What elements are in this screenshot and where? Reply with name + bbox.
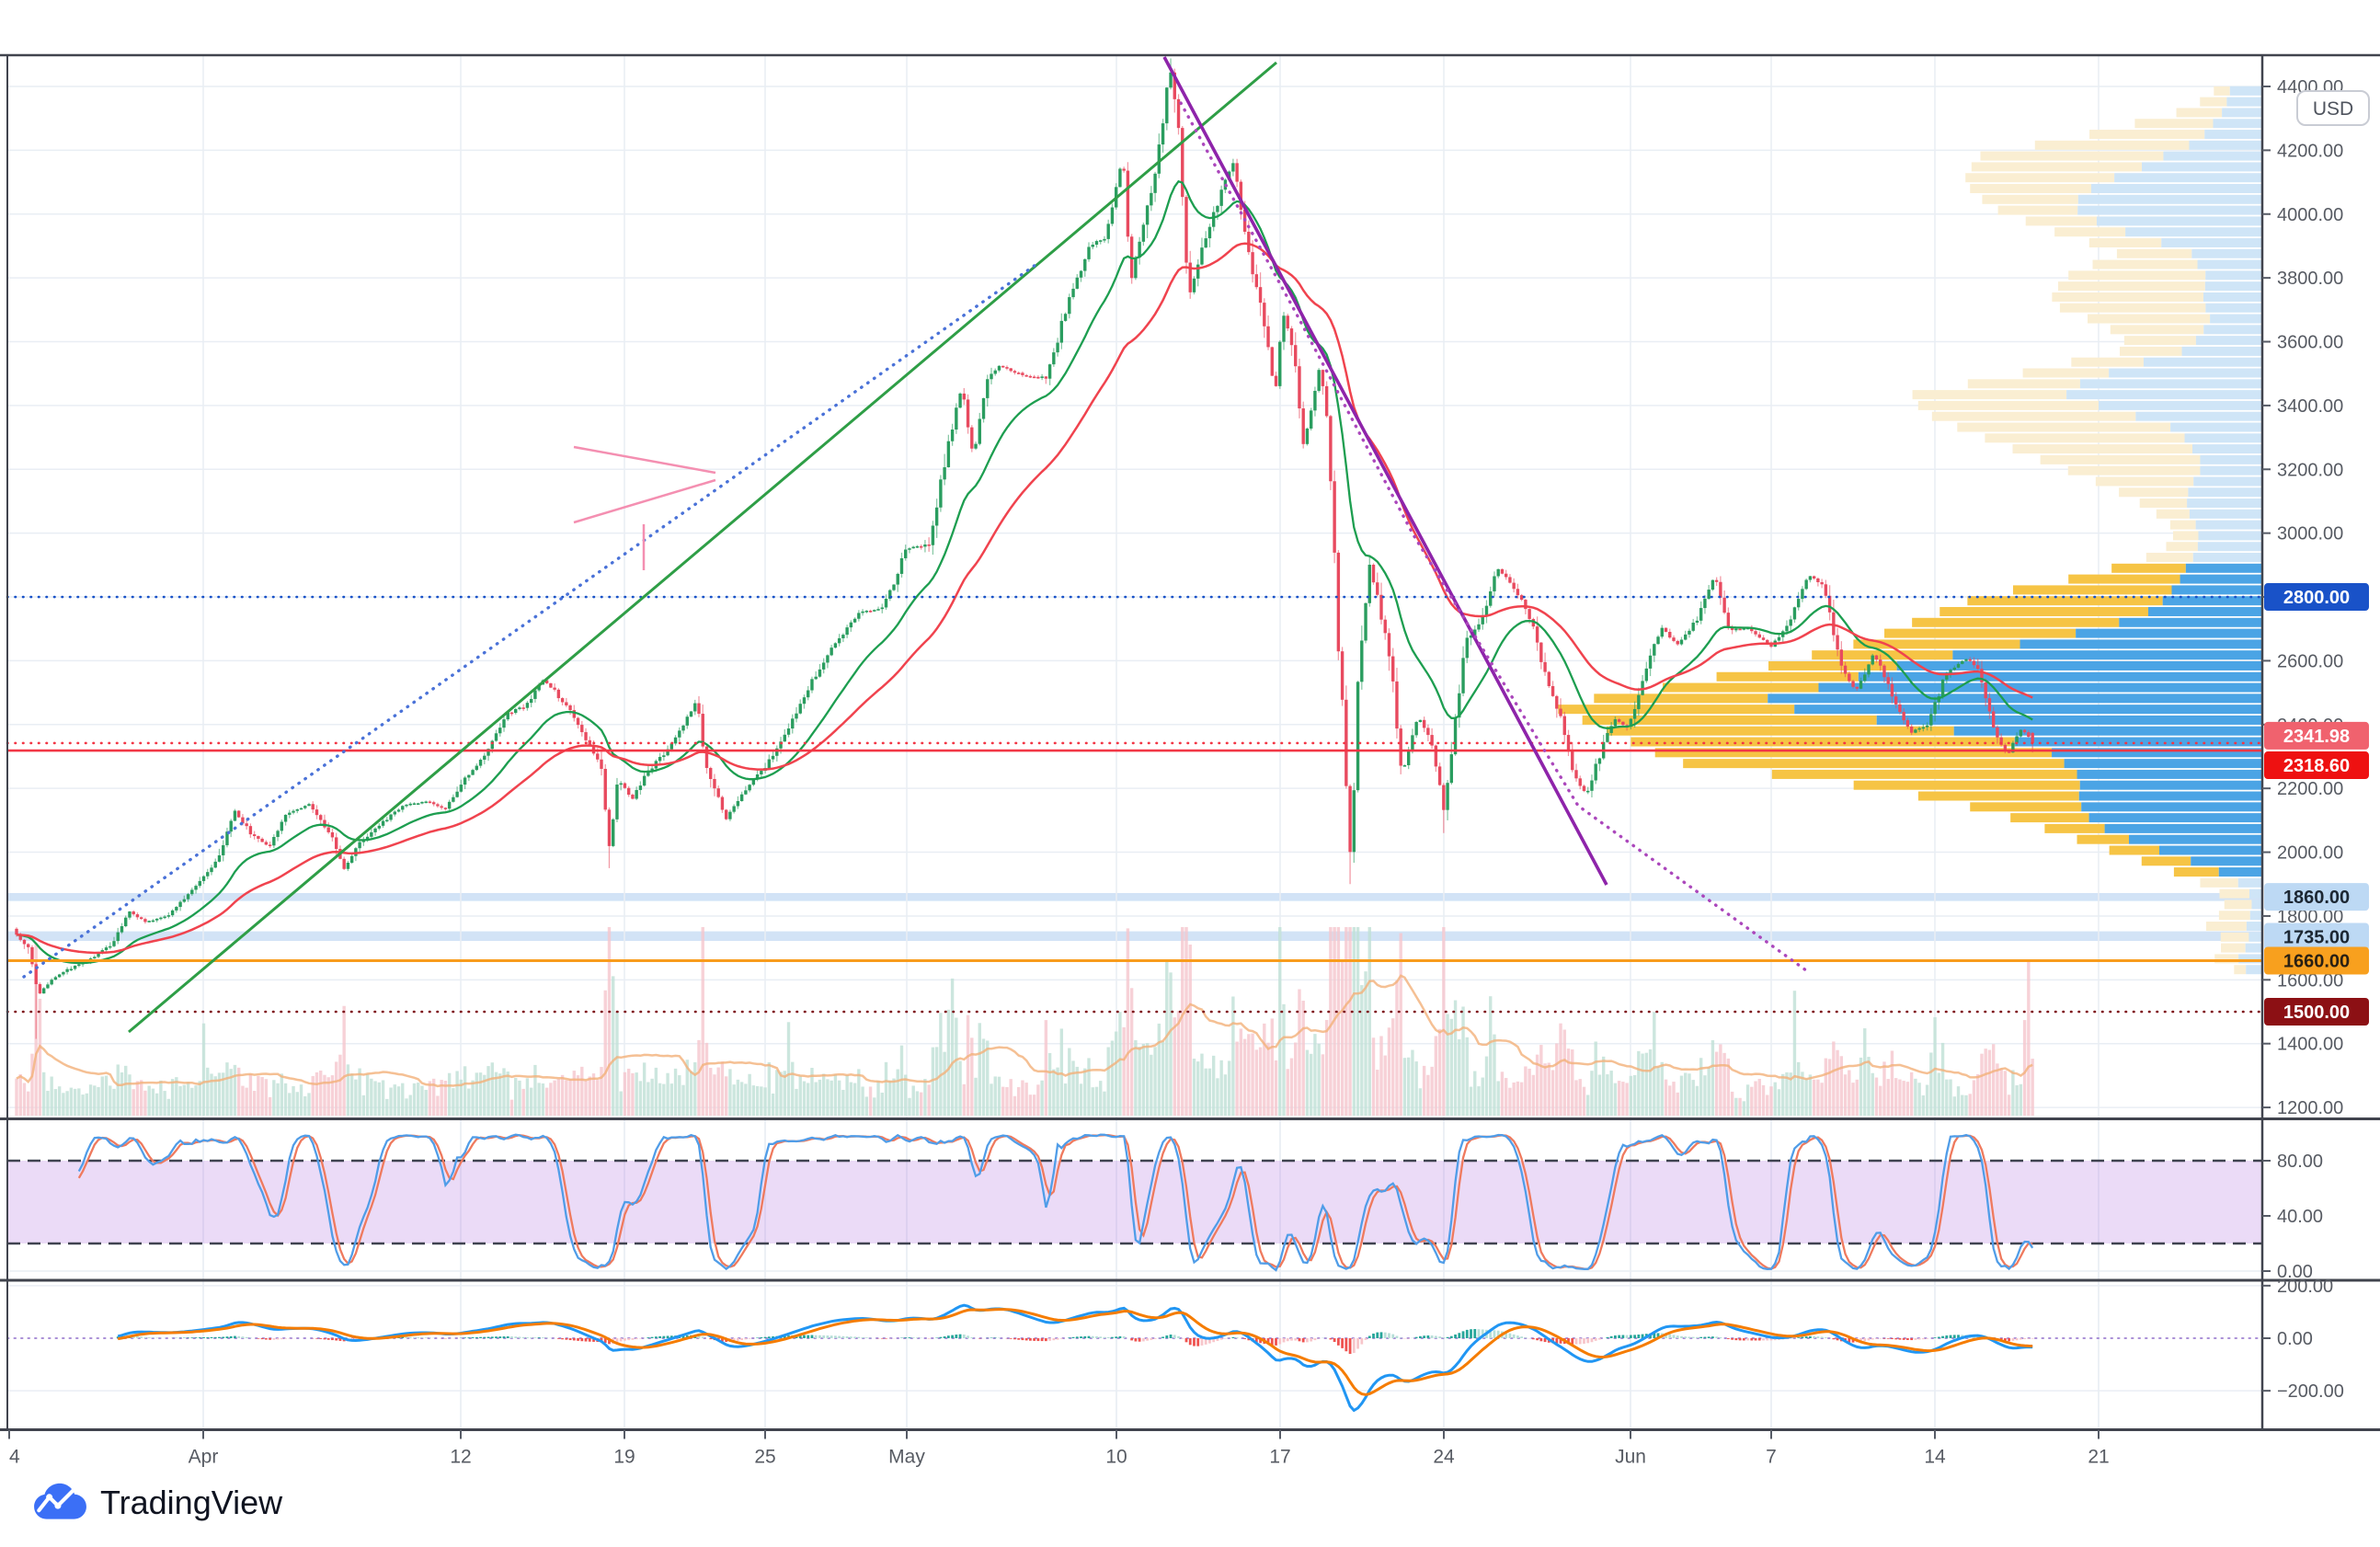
svg-text:0.00: 0.00	[2277, 1262, 2313, 1282]
price-tag-1660.00: 1660.00	[2264, 946, 2369, 975]
price-level-lines[interactable]	[6, 595, 2264, 1014]
svg-text:2000.00: 2000.00	[2277, 843, 2343, 864]
volume-bars	[15, 927, 2034, 1116]
svg-text:1500.00: 1500.00	[2283, 1003, 2350, 1023]
volume-ma-line	[16, 974, 2033, 1088]
price-tag-1500.00: 1500.00	[2264, 998, 2369, 1026]
svg-text:4000.00: 4000.00	[2277, 205, 2343, 225]
ema-fast-line	[16, 179, 2033, 965]
macd-signal-line	[117, 1308, 2033, 1396]
svg-text:17: 17	[1269, 1447, 1290, 1468]
macd-pan-area[interactable]	[7, 1283, 2262, 1428]
price-tag-1735.00: 1735.00	[2264, 922, 2369, 951]
svg-text:0.00: 0.00	[2277, 1329, 2313, 1349]
svg-text:May: May	[888, 1447, 925, 1468]
pennant-lower	[573, 478, 716, 524]
ema-lines	[16, 179, 2033, 965]
svg-text:Apr: Apr	[189, 1447, 219, 1468]
main-pan-area[interactable]	[7, 55, 2262, 1117]
volume-profile	[1558, 86, 2262, 975]
svg-text:2600.00: 2600.00	[2277, 651, 2343, 671]
svg-text:1735.00: 1735.00	[2283, 927, 2350, 947]
trendlines[interactable]	[22, 56, 1812, 1034]
svg-text:1800.00: 1800.00	[2277, 907, 2343, 927]
price-axis[interactable]: 1200.00 1400.00 1600.00 1800.00 2000.00 2200.…	[2262, 77, 2370, 1402]
stoch-lines	[77, 1133, 2034, 1272]
price-tag-2341.98: 2341.98	[2264, 721, 2369, 750]
svg-text:1400.00: 1400.00	[2277, 1035, 2343, 1055]
svg-text:25: 25	[754, 1447, 775, 1468]
svg-text:14: 14	[1924, 1447, 1946, 1468]
svg-text:3000.00: 3000.00	[2277, 524, 2343, 544]
svg-text:1860.00: 1860.00	[2283, 888, 2350, 908]
currency-badge[interactable]	[2296, 90, 2370, 126]
svg-text:1200.00: 1200.00	[2277, 1098, 2343, 1118]
svg-text:10: 10	[1105, 1447, 1127, 1468]
svg-text:1600.00: 1600.00	[2277, 970, 2343, 991]
svg-text:2200.00: 2200.00	[2277, 779, 2343, 799]
svg-text:4200.00: 4200.00	[2277, 141, 2343, 161]
svg-text:21: 21	[2088, 1447, 2109, 1468]
svg-text:3600.00: 3600.00	[2277, 333, 2343, 353]
svg-text:80.00: 80.00	[2277, 1152, 2323, 1172]
svg-text:19: 19	[613, 1447, 635, 1468]
svg-text:3200.00: 3200.00	[2277, 460, 2343, 480]
support-bands	[7, 892, 2262, 941]
svg-text:−200.00: −200.00	[2277, 1381, 2344, 1402]
stoch-k-line	[77, 1133, 2034, 1272]
stoch-pan-area[interactable]	[7, 1120, 2262, 1278]
svg-text:12: 12	[450, 1447, 471, 1468]
macd-panel	[6, 1283, 2263, 1428]
dotted-uptrend	[22, 263, 1037, 979]
downtrend-line	[1162, 56, 1608, 886]
svg-text:24: 24	[1433, 1447, 1455, 1468]
tradingview-cloud-icon	[34, 1483, 86, 1519]
svg-text:2318.60: 2318.60	[2283, 756, 2350, 776]
panel-borders	[0, 53, 2380, 1431]
price-tag-2318.60: 2318.60	[2264, 751, 2369, 780]
price-tag-1860.00: 1860.00	[2264, 883, 2369, 911]
tradingview-logo[interactable]: TradingView	[31, 1483, 282, 1523]
svg-text:1660.00: 1660.00	[2283, 952, 2350, 972]
svg-text:3800.00: 3800.00	[2277, 269, 2343, 289]
dotted-downtrend	[1179, 101, 1812, 975]
svg-text:7: 7	[1766, 1447, 1777, 1468]
svg-text:2341.98: 2341.98	[2283, 727, 2350, 747]
svg-text:3400.00: 3400.00	[2277, 396, 2343, 417]
time-axis[interactable]: 4 Apr 12 19 25 May 10 17 24 Jun 7 14 21	[8, 1429, 2110, 1468]
macd-lines	[117, 1303, 2033, 1413]
ema-slow-line	[16, 242, 2033, 955]
price-tag-2800.00: 2800.00	[2264, 583, 2369, 612]
tradingview-wordmark: TradingView	[100, 1484, 283, 1521]
svg-text:200.00: 200.00	[2277, 1277, 2333, 1297]
svg-text:2800.00: 2800.00	[2283, 588, 2350, 608]
pennant-upper	[573, 445, 716, 475]
svg-text:Jun: Jun	[1615, 1447, 1646, 1468]
stoch-panel	[7, 1120, 2262, 1278]
svg-text:40.00: 40.00	[2277, 1207, 2323, 1227]
svg-text:USD: USD	[2313, 98, 2353, 120]
svg-text:4: 4	[9, 1447, 20, 1468]
uptrend-line	[128, 61, 1277, 1034]
